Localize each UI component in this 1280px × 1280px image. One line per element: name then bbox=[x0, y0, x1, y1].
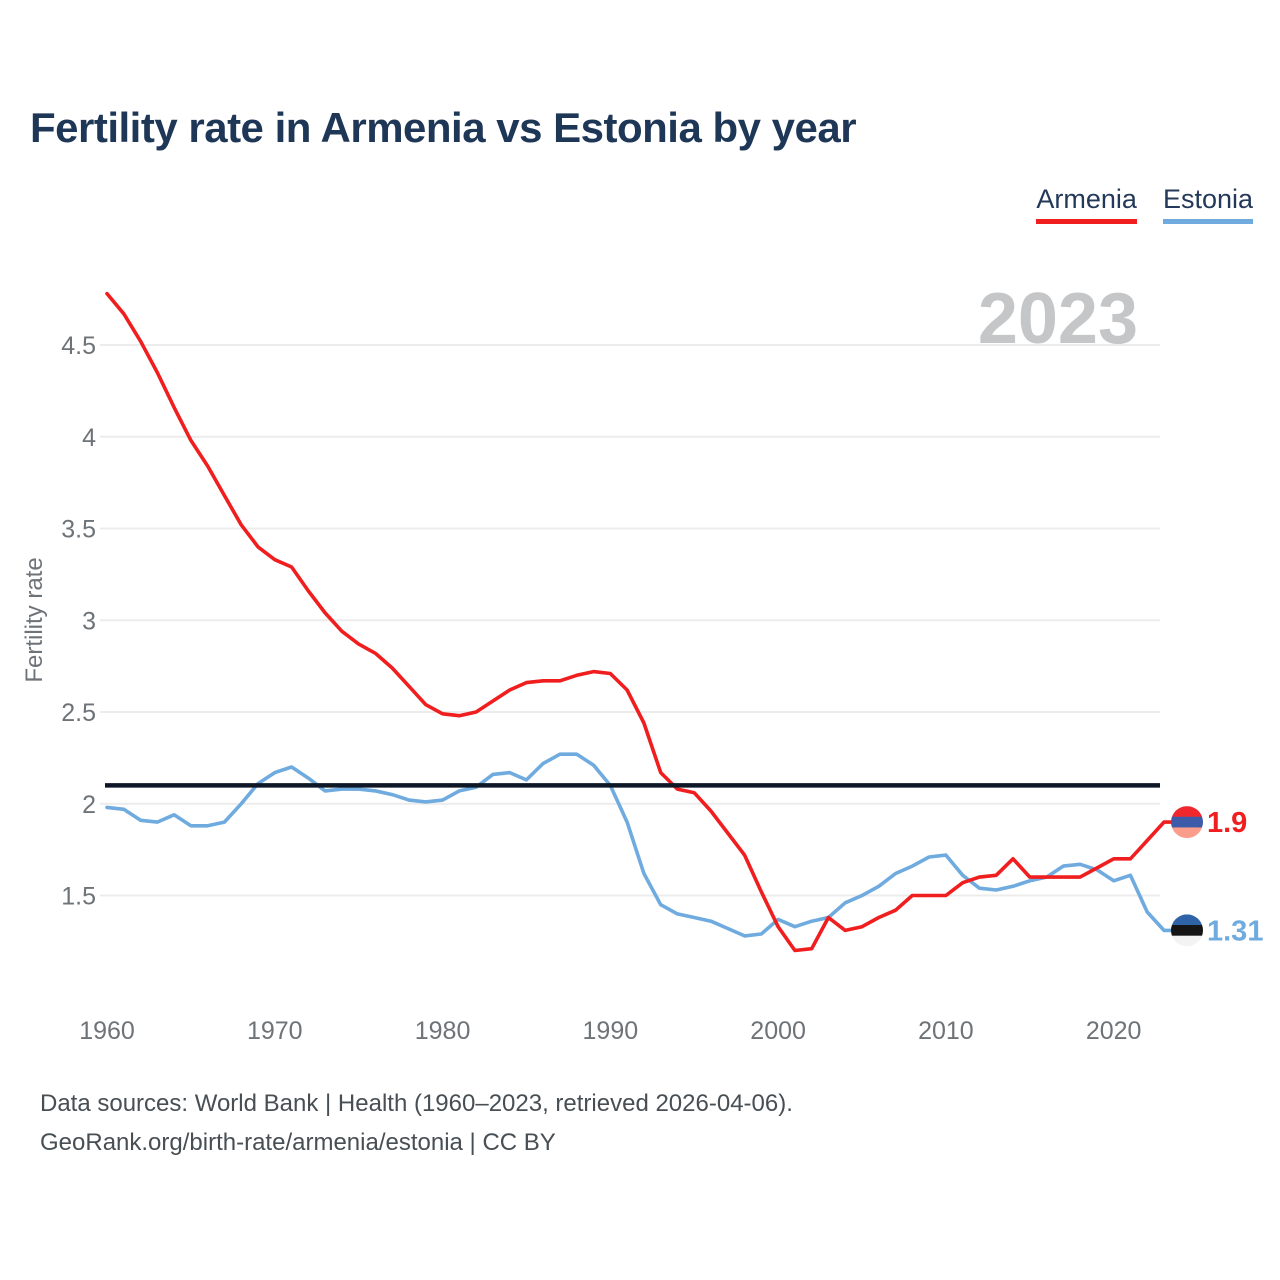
y-tick-label: 1.5 bbox=[61, 883, 96, 911]
legend-item-estonia[interactable]: Estonia bbox=[1162, 184, 1253, 224]
y-tick-label: 4 bbox=[82, 424, 96, 452]
page-title: Fertility rate in Armenia vs Estonia by … bbox=[30, 104, 857, 151]
armenia-line[interactable] bbox=[105, 291, 1173, 953]
armenia-flag-icon bbox=[1171, 806, 1203, 839]
x-tick-label: 2000 bbox=[750, 1017, 806, 1045]
flag-stripe bbox=[1171, 827, 1203, 839]
flag-stripe bbox=[1171, 816, 1203, 828]
x-tick-label: 1990 bbox=[583, 1017, 639, 1045]
x-tick-label: 1980 bbox=[415, 1017, 471, 1045]
x-tick-label: 2020 bbox=[1086, 1017, 1142, 1045]
y-tick-label: 4.5 bbox=[61, 332, 96, 360]
x-tick-label: 1960 bbox=[79, 1017, 135, 1045]
flag-stripe bbox=[1171, 914, 1203, 926]
attribution-line: GeoRank.org/birth-rate/armenia/estonia |… bbox=[40, 1129, 556, 1156]
x-tick-label: 2010 bbox=[918, 1017, 974, 1045]
legend-item-armenia[interactable]: Armenia bbox=[1036, 184, 1137, 224]
flag-stripe bbox=[1171, 935, 1203, 947]
y-tick-label: 3 bbox=[82, 607, 96, 635]
chart-footer: Data sources: World Bank | Health (1960–… bbox=[40, 1084, 793, 1162]
x-tick-label: 1970 bbox=[247, 1017, 303, 1045]
y-axis-title: Fertility rate bbox=[21, 557, 48, 682]
flag-stripe bbox=[1171, 806, 1203, 818]
estonia-end-value: 1.31 bbox=[1207, 915, 1263, 947]
y-tick-label: 2 bbox=[82, 791, 96, 819]
y-tick-label: 3.5 bbox=[61, 516, 96, 544]
y-tick-label: 2.5 bbox=[61, 699, 96, 727]
data-sources-line: Data sources: World Bank | Health (1960–… bbox=[40, 1090, 793, 1117]
flag-stripe bbox=[1171, 925, 1203, 937]
estonia-flag-icon bbox=[1171, 914, 1203, 947]
watermark-year: 2023 bbox=[978, 279, 1138, 359]
estonia-line[interactable] bbox=[105, 752, 1173, 938]
legend: Armenia Estonia bbox=[1036, 184, 1253, 224]
armenia-end-value: 1.9 bbox=[1207, 807, 1247, 839]
